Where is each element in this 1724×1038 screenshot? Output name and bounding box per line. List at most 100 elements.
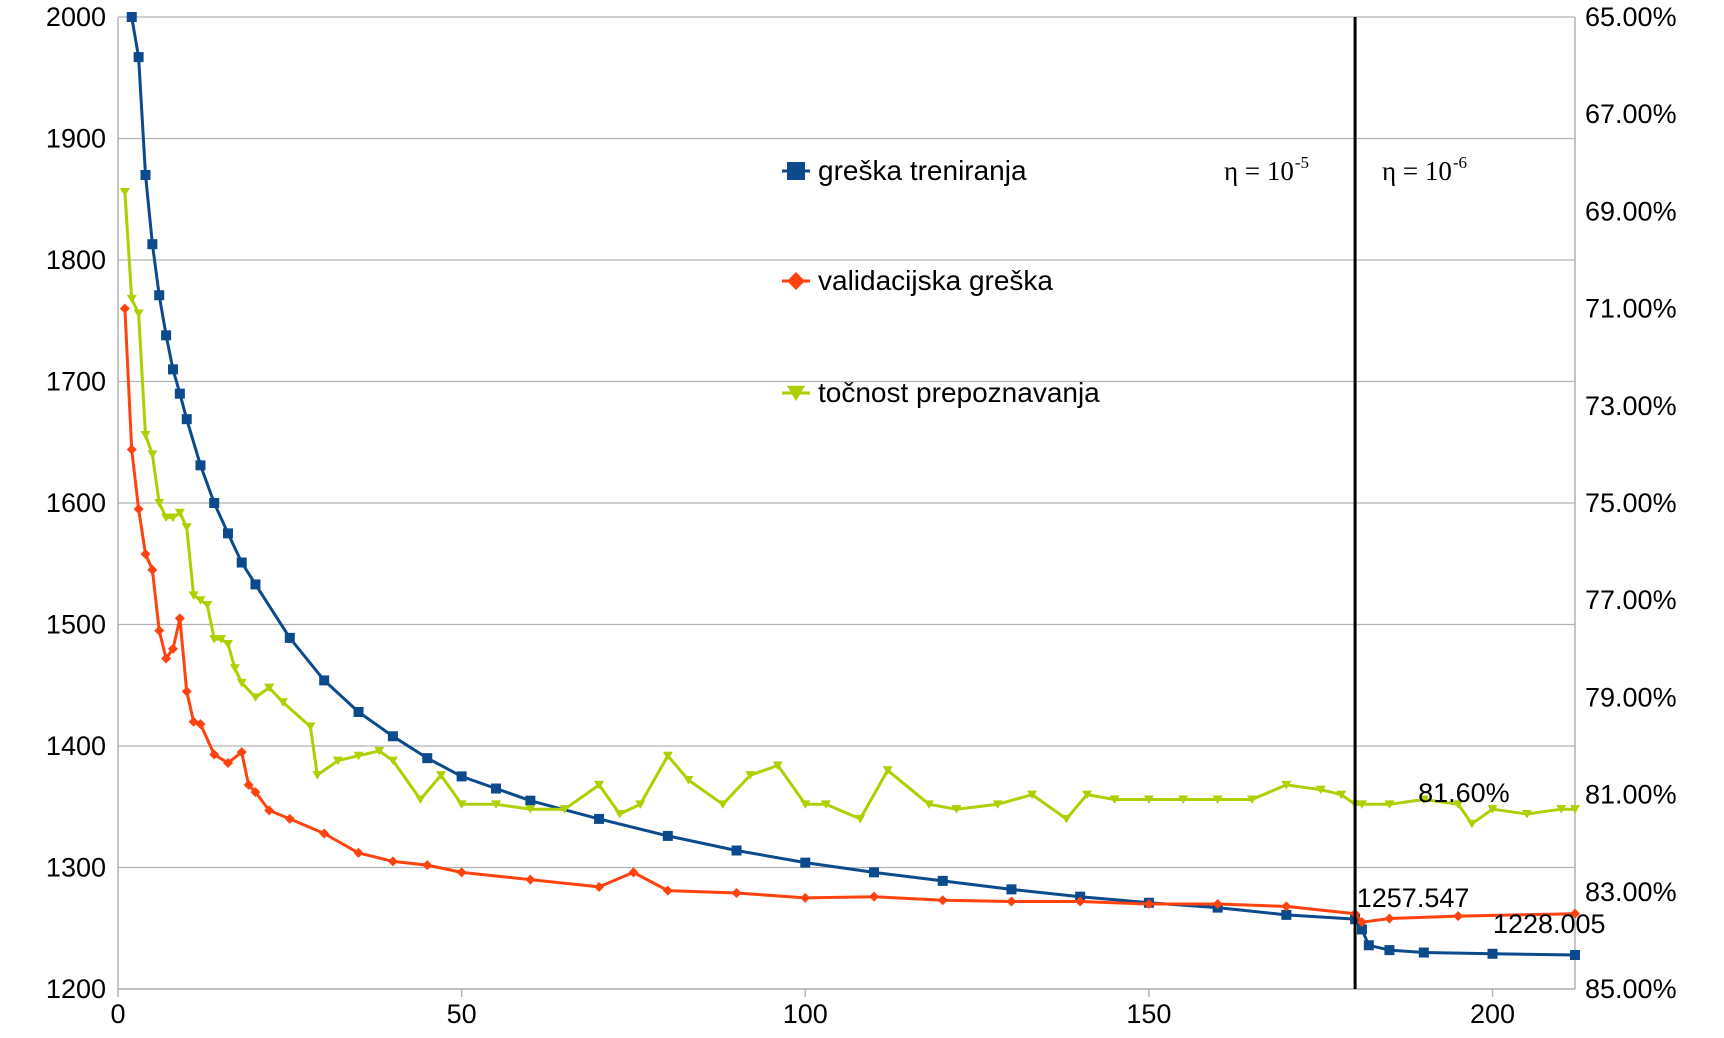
triangle-marker — [181, 523, 192, 532]
square-marker — [284, 632, 295, 643]
square-marker — [387, 731, 398, 742]
triangle-marker — [594, 780, 605, 790]
diamond-marker — [1143, 898, 1154, 909]
diamond-marker — [353, 847, 364, 858]
square-marker — [209, 498, 220, 508]
triangle-marker — [1487, 805, 1498, 814]
triangle-marker — [787, 385, 805, 402]
square-marker — [222, 528, 233, 539]
y-left-tick-label: 1400 — [46, 731, 106, 761]
triangle-marker — [1570, 805, 1580, 814]
square-marker — [594, 813, 605, 824]
diamond-marker — [209, 749, 220, 760]
x-tick-label: 150 — [1126, 999, 1171, 1029]
x-tick-label: 200 — [1470, 999, 1515, 1029]
learning-rate-labels: η = 10 -5 η = 10 -6 — [1224, 153, 1467, 186]
square-marker — [1281, 909, 1292, 920]
diamond-marker — [1384, 913, 1395, 924]
diamond-marker — [731, 888, 742, 899]
triangle-marker — [195, 596, 206, 605]
diamond-marker — [422, 860, 433, 871]
square-marker — [133, 52, 144, 63]
square-marker — [353, 706, 364, 717]
square-marker — [490, 783, 501, 794]
square-marker — [868, 867, 879, 878]
triangle-marker — [1453, 800, 1464, 809]
y-right-tick-label: 73.00% — [1585, 391, 1677, 421]
triangle-marker — [992, 800, 1003, 809]
triangle-marker — [305, 722, 316, 732]
data-label: 1228.005 — [1493, 909, 1606, 939]
diamond-marker — [1212, 898, 1223, 909]
diamond-marker — [264, 805, 275, 816]
eta-label: η = 10 — [1382, 156, 1452, 186]
diamond-marker — [594, 881, 605, 892]
y-left-tick-label: 1500 — [46, 610, 106, 640]
triangle-marker — [456, 800, 467, 809]
y-right-tick-label: 79.00% — [1585, 682, 1677, 712]
y-left-tick-label: 1600 — [46, 488, 106, 518]
x-tick-label: 100 — [783, 999, 828, 1029]
triangle-marker — [772, 761, 783, 770]
legend-label: validacijska greška — [818, 265, 1053, 296]
y-left-tick-label: 1800 — [46, 245, 106, 275]
diamond-marker — [284, 813, 295, 824]
data-label: 1257.547 — [1357, 883, 1470, 913]
y-right-tick-label: 83.00% — [1585, 877, 1677, 907]
square-marker — [525, 795, 536, 806]
diamond-marker — [250, 787, 261, 798]
x-tick-label: 50 — [447, 999, 477, 1029]
square-marker — [236, 557, 247, 568]
diamond-marker — [319, 828, 330, 839]
square-marker — [1384, 945, 1395, 956]
square-marker — [1418, 947, 1429, 958]
triangle-marker — [119, 187, 130, 197]
triangle-marker — [745, 771, 756, 780]
triangle-marker — [1082, 790, 1093, 800]
y-right-tick-label: 81.00% — [1585, 780, 1677, 810]
x-tick-label: 0 — [110, 999, 125, 1029]
triangle-marker — [222, 639, 233, 649]
diamond-marker — [1356, 917, 1367, 928]
diamond-marker — [140, 549, 151, 560]
triangle-marker — [614, 810, 625, 819]
triangle-marker — [436, 771, 447, 780]
eta-label: η = 10 — [1224, 156, 1294, 186]
triangle-marker — [717, 800, 728, 809]
triangle-marker — [415, 795, 426, 804]
square-marker — [456, 771, 467, 782]
triangle-marker — [202, 601, 213, 610]
diamond-marker — [1570, 908, 1580, 919]
diamond-marker — [167, 643, 178, 654]
triangle-marker — [635, 800, 646, 809]
triangle-marker — [387, 756, 398, 766]
triangle-marker — [1556, 805, 1567, 814]
triangle-marker — [264, 683, 275, 693]
diamond-marker — [133, 504, 144, 515]
triangle-marker — [216, 635, 227, 644]
square-marker — [174, 388, 185, 399]
square-marker — [147, 239, 158, 250]
diamond-marker — [161, 653, 172, 664]
y-left-tick-label: 2000 — [46, 2, 106, 32]
triangle-marker — [174, 508, 185, 518]
legend: greška treniranja validacijska greška točn… — [782, 155, 1100, 408]
y-left-tick-label: 1900 — [46, 124, 106, 154]
square-marker — [1487, 948, 1498, 959]
square-marker — [140, 169, 151, 180]
triangle-marker — [882, 766, 893, 775]
diamond-marker — [800, 892, 811, 903]
square-marker — [800, 857, 811, 868]
diamond-marker — [937, 895, 948, 906]
triangle-marker — [374, 746, 385, 756]
series-square — [126, 12, 1580, 960]
triangle-marker — [147, 450, 158, 459]
y-left-tick-label: 1300 — [46, 853, 106, 883]
square-marker — [181, 414, 192, 425]
triangle-marker — [1281, 780, 1292, 790]
diamond-marker — [147, 564, 158, 575]
diamond-marker — [222, 758, 233, 769]
diamond-marker — [236, 747, 247, 758]
triangle-marker — [662, 751, 673, 761]
